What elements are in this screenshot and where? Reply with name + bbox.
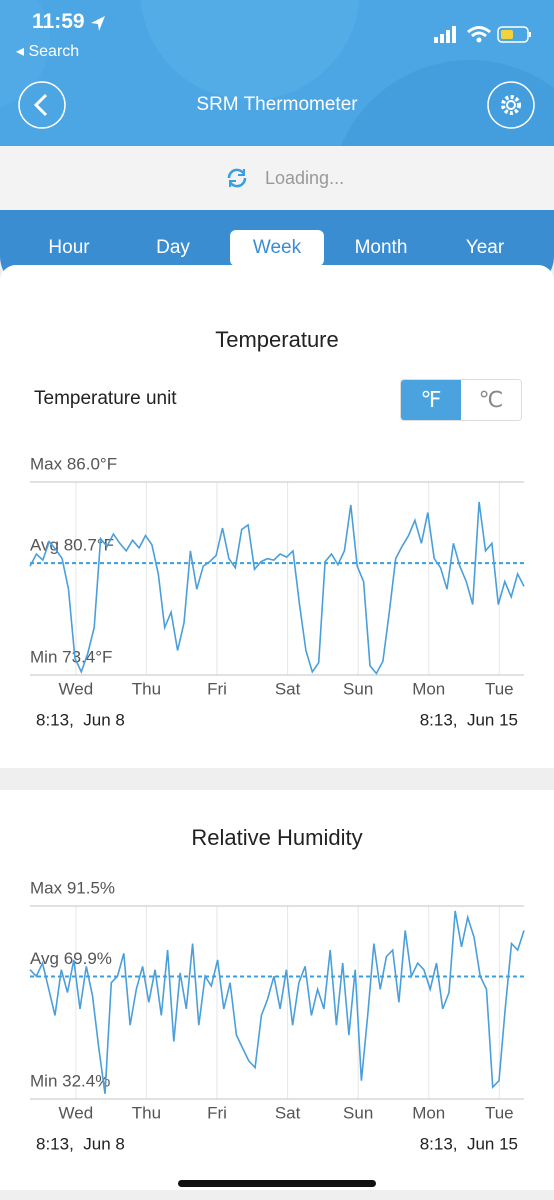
loading-text: Loading... (265, 168, 345, 188)
y-tick-label: Avg 80.7°F (30, 536, 114, 555)
header: 11:59 ◂ Search SRM Thermometer (0, 0, 554, 146)
card-title: Temperature (215, 327, 339, 352)
unit-toggle: ℉ ℃ (400, 379, 522, 421)
temperature-chart: Wed Thu Fri Sat Sun Mon Tue Min 73.4°F Avg 80.7°… (29, 454, 525, 729)
y-tick-label: Max 91.5% (30, 878, 115, 897)
x-tick-label: Fri (207, 679, 227, 698)
y-tick-label: Min 73.4°F (30, 647, 112, 666)
tab[interactable]: Month (354, 237, 408, 258)
x-tick-label: Thu (132, 1103, 161, 1122)
header-title: SRM Thermometer (196, 94, 358, 115)
data-line (29, 910, 525, 1094)
tab[interactable]: Week (230, 230, 324, 266)
tab[interactable]: Year (465, 237, 505, 258)
status-icons (434, 26, 531, 43)
back-button[interactable] (17, 81, 67, 131)
x-tick-label: Wed (59, 1103, 94, 1122)
loading-spinner (227, 168, 247, 188)
x-tick-label: Thu (132, 679, 161, 698)
end-date: 8:13, Jun 15 (420, 1134, 518, 1153)
x-tick-label: Sun (343, 679, 373, 698)
card-title: Relative Humidity (191, 825, 363, 850)
loading-bar: Loading... (0, 146, 554, 210)
home-indicator (178, 1180, 376, 1187)
unit-label: Temperature unit (34, 388, 177, 409)
back-to-search[interactable]: ◂ Search (16, 43, 80, 60)
x-tick-label: Sat (275, 679, 301, 698)
x-tick-label: Tue (485, 679, 514, 698)
x-tick-label: Sat (275, 1103, 301, 1122)
temperature-card: Temperature Temperature unit ℉ ℃ (0, 265, 554, 768)
data-line (29, 501, 525, 675)
y-tick-label: Avg 69.9% (30, 949, 112, 968)
end-date: 8:13, Jun 15 (420, 710, 518, 729)
x-tick-label: Mon (412, 679, 445, 698)
status-time: 11:59 (32, 10, 85, 33)
x-tick-label: Mon (412, 1103, 445, 1122)
unit-option[interactable]: ℉ (401, 380, 461, 420)
unit-option[interactable]: ℃ (461, 380, 521, 420)
header-bg (0, 0, 554, 146)
x-tick-label: Wed (59, 679, 94, 698)
back-label: Search (28, 43, 80, 60)
tab[interactable]: Hour (48, 237, 90, 258)
x-tick-label: Tue (485, 1103, 514, 1122)
x-tick-label: Sun (343, 1103, 373, 1122)
x-tick-label: Fri (207, 1103, 227, 1122)
settings-button[interactable] (486, 81, 536, 131)
y-tick-label: Max 86.0°F (30, 454, 117, 473)
tab[interactable]: Day (156, 237, 190, 258)
start-date: 8:13, Jun 8 (36, 710, 125, 729)
start-date: 8:13, Jun 8 (36, 1134, 125, 1153)
location-icon (91, 16, 105, 31)
humidity-chart: Wed Thu Fri Sat Sun Mon Tue Min 32.4% Avg 69.9% M… (29, 878, 525, 1153)
y-tick-label: Min 32.4% (30, 1071, 110, 1090)
